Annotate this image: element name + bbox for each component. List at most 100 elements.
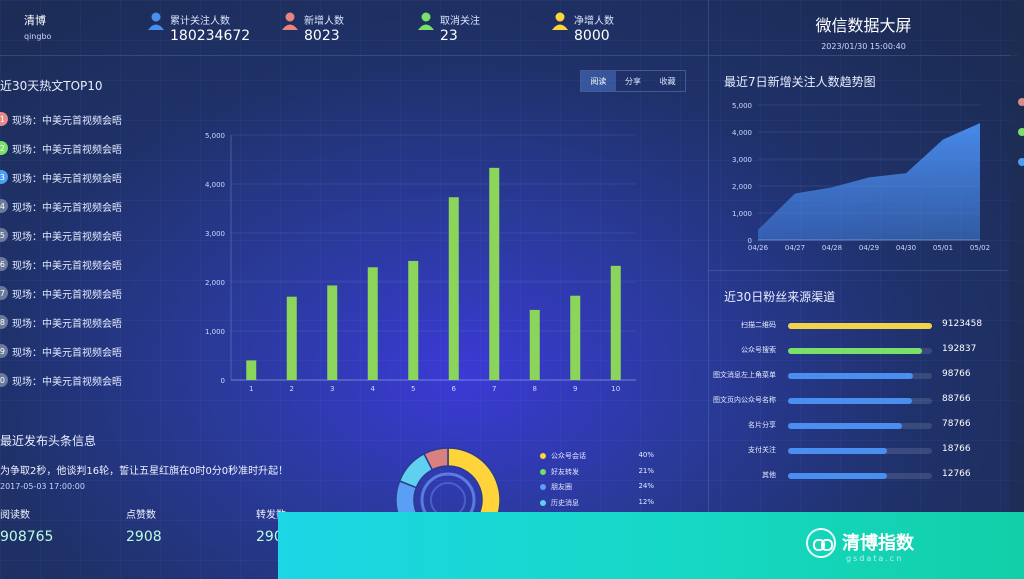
news-stat: 点赞数 2908 bbox=[126, 506, 162, 545]
source-bar bbox=[788, 398, 932, 404]
legend-item[interactable]: 朋友圈 24% bbox=[540, 481, 660, 497]
rank-badge: 2 bbox=[0, 141, 8, 155]
news-date: 2017-05-03 17:00:00 bbox=[0, 482, 85, 491]
bar[interactable] bbox=[529, 309, 540, 380]
article-title: 现场：中美元首视频会晤 bbox=[12, 232, 122, 243]
brand-name: 清博指数 bbox=[842, 533, 914, 554]
x-tick-label: 9 bbox=[573, 385, 577, 393]
x-tick-label: 05/02 bbox=[970, 244, 990, 252]
user-plus-icon bbox=[282, 12, 298, 30]
news-stat-label: 阅读数 bbox=[0, 510, 30, 521]
tab-分享[interactable]: 分享 bbox=[625, 76, 641, 86]
source-row[interactable]: 其他 12766 bbox=[716, 469, 1006, 483]
source-name: 扫描二维码 bbox=[741, 321, 776, 329]
rank-badge: 3 bbox=[0, 170, 8, 184]
y-tick-label: 2,000 bbox=[732, 183, 752, 191]
source-bar-fill bbox=[788, 373, 914, 379]
header-stat-value: 8000 bbox=[574, 28, 610, 44]
tab-阅读[interactable]: 阅读 bbox=[581, 71, 616, 91]
y-tick-label: 0 bbox=[221, 377, 225, 385]
source-row[interactable]: 图文页内公众号名称 88766 bbox=[713, 394, 1006, 408]
bar[interactable] bbox=[367, 267, 378, 380]
source-row[interactable]: 扫描二维码 9123458 bbox=[716, 319, 1006, 333]
source-bar-fill bbox=[788, 348, 922, 354]
legend-item[interactable]: 公众号会话 40% bbox=[540, 450, 660, 466]
bar[interactable] bbox=[489, 167, 500, 380]
user-account: qingbo bbox=[24, 32, 52, 41]
news-stat: 阅读数 908765 bbox=[0, 506, 53, 545]
x-tick-label: 04/26 bbox=[748, 244, 769, 252]
area-series[interactable] bbox=[758, 123, 980, 240]
y-tick-label: 4,000 bbox=[205, 181, 225, 189]
y-tick-label: 5,000 bbox=[205, 132, 225, 140]
edge-dot-icon bbox=[1018, 128, 1024, 136]
bar[interactable] bbox=[570, 295, 581, 380]
rank-badge: 5 bbox=[0, 228, 8, 242]
y-tick-label: 2,000 bbox=[205, 279, 225, 287]
source-value: 18766 bbox=[942, 444, 971, 454]
source-bar bbox=[788, 448, 932, 454]
header-stat-label: 净增人数 bbox=[574, 16, 614, 27]
article-title: 现场：中美元首视频会晤 bbox=[12, 203, 122, 214]
follow-trend-area-chart: 0 1,000 2,000 3,000 4,000 5,000 04/26 04/27 04/2… bbox=[732, 100, 992, 260]
legend-percent: 12% bbox=[638, 497, 654, 506]
y-tick-label: 3,000 bbox=[205, 230, 225, 238]
user-icon bbox=[148, 12, 164, 30]
rank-badge: 1 bbox=[0, 112, 8, 126]
source-bar-fill bbox=[788, 423, 902, 429]
edge-dot-icon bbox=[1018, 158, 1024, 166]
article-title: 现场：中美元首视频会晤 bbox=[12, 116, 122, 127]
y-tick-label: 1,000 bbox=[205, 328, 225, 336]
source-value: 78766 bbox=[942, 419, 971, 429]
source-name: 支付关注 bbox=[748, 446, 776, 454]
x-tick-label: 04/29 bbox=[859, 244, 879, 252]
user-name: 清博 bbox=[24, 14, 46, 27]
brand-logo-icon bbox=[806, 528, 836, 558]
x-tick-label: 10 bbox=[611, 385, 620, 393]
bar[interactable] bbox=[246, 360, 257, 380]
article-title: 现场：中美元首视频会晤 bbox=[12, 145, 122, 156]
source-name: 图文页内公众号名称 bbox=[713, 396, 776, 404]
bar[interactable] bbox=[610, 265, 621, 380]
article-title: 现场：中美元首视频会晤 bbox=[12, 261, 122, 272]
news-stat-value: 2908 bbox=[126, 529, 162, 545]
source-value: 12766 bbox=[942, 469, 971, 479]
legend-item[interactable]: 历史消息 12% bbox=[540, 497, 660, 513]
source-bar bbox=[788, 323, 932, 329]
news-stat-value: 908765 bbox=[0, 529, 54, 545]
tab-收藏[interactable]: 收藏 bbox=[659, 76, 676, 86]
top-stats-bar: 清博 qingbo 累计关注人数 180234672 新增人数 8023 取消关注 23 净… bbox=[0, 0, 708, 56]
brand-banner: 清博指数 gsdata.cn bbox=[278, 512, 1024, 579]
header-stat-label: 累计关注人数 bbox=[170, 16, 230, 27]
news-title: 最近发布头条信息 bbox=[0, 434, 97, 448]
user-info[interactable]: 清博 qingbo bbox=[24, 12, 51, 41]
source-row[interactable]: 支付关注 18766 bbox=[716, 444, 1006, 458]
header-stat-value: 8023 bbox=[304, 28, 340, 44]
bar[interactable] bbox=[408, 260, 419, 380]
right-divider bbox=[708, 270, 1008, 271]
x-tick-label: 05/01 bbox=[933, 244, 953, 252]
source-name: 名片分享 bbox=[748, 421, 776, 429]
header-stat-value: 23 bbox=[440, 28, 458, 44]
bar[interactable] bbox=[448, 197, 459, 380]
rank-badge: 9 bbox=[0, 344, 8, 358]
source-row[interactable]: 图文消息左上角菜单 98766 bbox=[713, 369, 1006, 383]
user-icon bbox=[552, 12, 568, 30]
source-row[interactable]: 名片分享 78766 bbox=[716, 419, 1006, 433]
y-tick-label: 5,000 bbox=[732, 102, 752, 110]
legend-swatch bbox=[540, 499, 546, 506]
hot-articles-title: 近30天热文TOP10 bbox=[0, 79, 103, 93]
donut-slice[interactable] bbox=[423, 447, 449, 471]
y-tick-label: 3,000 bbox=[732, 156, 752, 164]
header-stat-label: 新增人数 bbox=[304, 16, 344, 27]
news-stat-label: 点赞数 bbox=[126, 510, 156, 521]
source-row[interactable]: 公众号搜索 192837 bbox=[716, 344, 1006, 358]
source-bar bbox=[788, 348, 932, 354]
bar[interactable] bbox=[286, 296, 297, 380]
source-bar bbox=[788, 473, 932, 479]
bar[interactable] bbox=[327, 285, 338, 380]
article-title: 现场：中美元首视频会晤 bbox=[12, 290, 122, 301]
news-headline[interactable]: 为争取2秒，他谈判16轮，誓让五星红旗在0时0分0秒准时升起！ bbox=[0, 466, 289, 477]
legend-item[interactable]: 好友转发 21% bbox=[540, 466, 660, 482]
rank-badge: 6 bbox=[0, 257, 8, 271]
